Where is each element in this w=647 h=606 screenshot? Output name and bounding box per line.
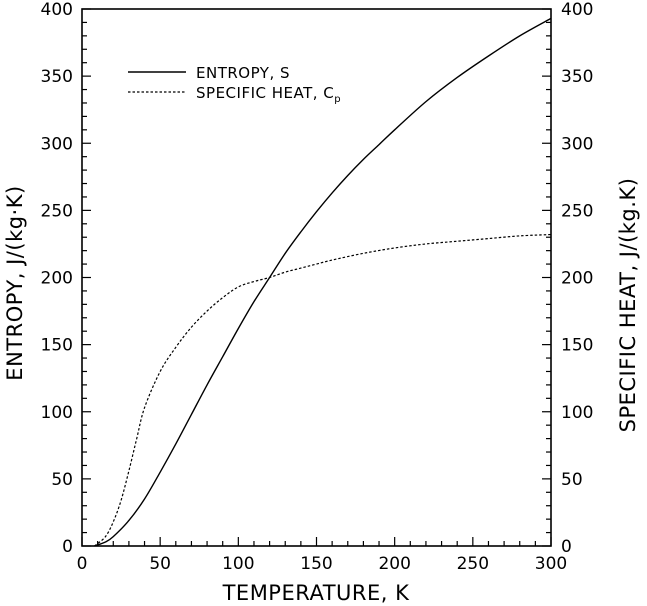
left-y-tick-label: 200 — [41, 269, 73, 289]
left-y-axis-title: ENTROPY, J/(kg·K) — [3, 185, 27, 380]
left-y-tick-label: 100 — [41, 403, 73, 423]
series-layer — [94, 17, 552, 547]
x-tick-label: 100 — [222, 554, 254, 574]
right-y-tick-label: 0 — [561, 537, 572, 557]
x-axis-ticks: 0 50 100 150 200 250 300 — [77, 537, 567, 574]
x-tick-label: 300 — [535, 554, 567, 574]
right-y-tick-label: 350 — [561, 67, 593, 87]
left-y-tick-label: 0 — [62, 537, 73, 557]
right-y-tick-label: 150 — [561, 336, 593, 356]
x-tick-label: 150 — [300, 554, 332, 574]
legend-label-specific-heat-text: SPECIFIC HEAT, C — [196, 84, 334, 102]
right-y-tick-label: 100 — [561, 403, 593, 423]
right-y-axis-ticks: 0 50 100 150 200 250 300 350 400 — [542, 0, 593, 557]
x-tick-label: 200 — [378, 554, 410, 574]
left-y-tick-label: 250 — [41, 201, 73, 221]
left-y-tick-label: 50 — [51, 470, 73, 490]
x-tick-label: 250 — [457, 554, 489, 574]
x-tick-label: 0 — [77, 554, 88, 574]
legend-label-entropy: ENTROPY, S — [196, 64, 290, 82]
left-y-tick-label: 400 — [41, 0, 73, 20]
x-axis-title: TEMPERATURE, K — [222, 581, 411, 605]
legend: ENTROPY, S SPECIFIC HEAT, Cp — [128, 64, 341, 105]
right-y-tick-label: 250 — [561, 201, 593, 221]
right-y-axis-title: SPECIFIC HEAT, J/(kg.K) — [616, 178, 640, 433]
left-y-tick-label: 350 — [41, 67, 73, 87]
series-line-entropy — [94, 17, 552, 547]
left-y-axis-ticks: 0 50 100 150 200 250 300 350 400 — [41, 0, 91, 557]
x-tick-label: 50 — [149, 554, 171, 574]
left-y-tick-label: 150 — [41, 336, 73, 356]
series-line-specific-heat — [94, 233, 552, 547]
right-y-tick-label: 50 — [561, 470, 583, 490]
left-y-tick-label: 300 — [41, 134, 73, 154]
legend-label-specific-heat: SPECIFIC HEAT, Cp — [196, 84, 341, 105]
legend-label-specific-heat-subscript: p — [334, 94, 341, 105]
legend-label-entropy-text: ENTROPY, S — [196, 64, 290, 82]
right-y-tick-label: 300 — [561, 134, 593, 154]
right-y-tick-label: 200 — [561, 269, 593, 289]
right-y-tick-label: 400 — [561, 0, 593, 20]
